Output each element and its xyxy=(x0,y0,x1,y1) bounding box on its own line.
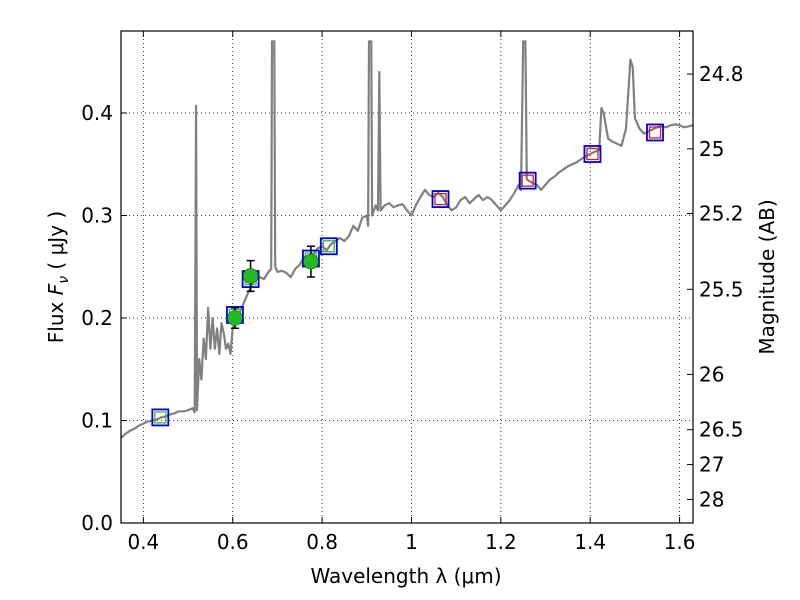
y-axis-title-post: ( μJy ) xyxy=(44,211,68,276)
model-point-inner xyxy=(586,147,599,161)
grid xyxy=(121,31,693,524)
plot-frame xyxy=(120,30,694,524)
model-point-square xyxy=(646,123,664,142)
x-tick-label: 1.4 xyxy=(574,530,606,554)
right-tick-label: 28 xyxy=(699,487,724,511)
right-tick-label: 24.8 xyxy=(699,62,744,86)
model-point-inner xyxy=(322,240,335,253)
right-axis-title: Magnitude (AB) xyxy=(755,199,779,354)
x-tick-label: 1.6 xyxy=(664,530,696,554)
right-tick-label: 25.5 xyxy=(699,277,744,301)
y-tick-label: 0.2 xyxy=(81,306,113,330)
y-tick-label: 0.0 xyxy=(81,511,113,535)
x-tick-label: 1 xyxy=(405,530,418,554)
observed-point xyxy=(303,253,319,270)
right-tick-label: 26.5 xyxy=(699,418,744,442)
model-point-square xyxy=(151,408,170,427)
right-tick-label: 25.2 xyxy=(699,201,744,225)
model-point-inner xyxy=(154,411,167,424)
y-axis-title-var: F xyxy=(44,283,68,295)
y-axis-title: Flux Fν ( μJy ) xyxy=(44,211,72,343)
y-tick-label: 0.4 xyxy=(81,101,113,125)
model-point-square xyxy=(431,190,450,209)
plot-area xyxy=(121,40,693,439)
axes: 0.4 0.6 0.8 1 1.2 1.4 1.6 0.0 0.1 0.2 0.3 0.4 24.8 25… xyxy=(81,31,744,554)
spectrum-line xyxy=(121,40,693,439)
model-point-inner xyxy=(648,126,662,139)
x-tick-label: 1.2 xyxy=(485,530,517,554)
observed-point xyxy=(242,268,259,284)
right-tick-label: 27 xyxy=(699,453,724,477)
x-tick-label: 0.8 xyxy=(306,530,338,554)
y-axis-title-pre: Flux xyxy=(44,295,68,343)
y-tick-label: 0.1 xyxy=(81,409,113,433)
right-tick-label: 26 xyxy=(699,362,724,386)
model-point-inner xyxy=(521,174,534,187)
right-tick-label: 25 xyxy=(699,137,724,161)
model-point-square xyxy=(518,171,537,190)
observed-point xyxy=(227,310,243,326)
model-point-inner xyxy=(434,192,447,206)
y-tick-label: 0.3 xyxy=(81,204,113,228)
x-tick-label: 0.4 xyxy=(127,530,159,554)
x-tick-label: 0.6 xyxy=(217,530,249,554)
model-point-square xyxy=(319,237,338,256)
y-axis-title-sub: ν xyxy=(56,276,72,284)
x-axis-title: Wavelength λ (μm) xyxy=(310,564,501,588)
model-point-square xyxy=(583,145,602,163)
